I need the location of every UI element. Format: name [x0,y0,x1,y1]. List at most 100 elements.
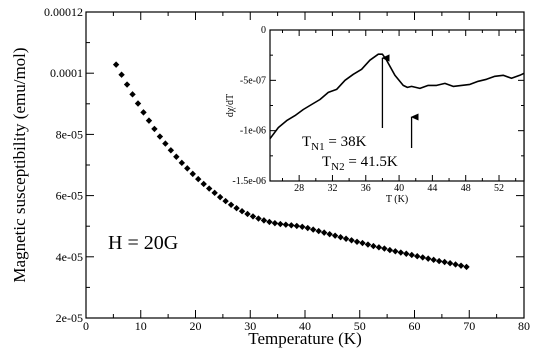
x-tick-label: 0 [83,319,89,333]
inset-y-tick-label: 0 [261,25,266,36]
y-tick-label: 4e-05 [56,250,83,264]
data-point [112,61,120,68]
inset-x-tick-label: 52 [494,183,504,194]
data-point [452,261,459,268]
data-point [271,219,279,227]
tn2-label: TN2 = 41.5K [322,154,398,173]
x-axis-title: Temperature (K) [248,329,362,348]
data-point [277,220,284,228]
data-point [397,249,405,256]
data-point [353,238,361,246]
data-point [386,246,394,254]
data-point [134,100,142,107]
y-tick-label: 8e-05 [56,127,83,141]
x-tick-label: 10 [135,319,147,333]
inset-x-tick-label: 48 [461,183,471,194]
data-point [381,245,388,252]
data-point [364,241,372,248]
data-point [430,256,437,264]
y-tick-label: 2e-05 [56,311,83,325]
inset-x-tick-label: 40 [394,183,404,194]
data-point [200,180,207,188]
data-point [162,140,169,147]
data-point [435,257,443,265]
data-point [331,232,339,239]
inset-plot-frame [269,29,525,182]
data-point [370,242,377,250]
data-point [424,255,432,262]
x-tick-label: 50 [354,319,366,333]
inset-x-tick-label: 44 [427,183,437,194]
data-point [145,117,153,124]
data-point [293,222,300,230]
data-point [178,159,186,167]
data-point [441,258,448,266]
inset-x-axis-title: T (K) [386,194,408,205]
inset-x-tick-label: 28 [294,183,304,194]
data-point [348,237,355,244]
data-point [266,218,273,226]
data-point [123,81,131,88]
tn2-label-base: T [322,154,331,170]
inset-x-tick-label: 32 [327,183,337,194]
x-tick-label: 40 [299,319,311,333]
tn1-label-value: = 38K [325,134,367,150]
data-point [244,210,251,218]
inset-y-tick-label: -1e-06 [240,126,266,137]
tn2-label-subscript: N2 [331,161,344,173]
data-point [304,224,311,232]
data-point [233,204,240,212]
main-series [112,61,470,271]
tn2-label-value: = 41.5K [345,154,398,170]
data-point [359,239,366,247]
inset-x-tick-label: 36 [361,183,371,194]
data-point [299,223,306,231]
data-point [375,244,383,251]
data-point [216,193,224,201]
data-point [463,263,470,271]
data-point [167,147,175,154]
data-point [310,226,317,233]
data-point [227,201,235,208]
data-point [255,215,262,222]
y-tick-label: 0.0001 [50,66,83,80]
data-point [414,252,421,260]
data-point [222,197,229,205]
y-tick-label: 6e-05 [56,189,83,203]
inset-y-tick-label: -1.5e-06 [232,176,266,187]
data-point [315,227,322,235]
data-point [195,175,202,183]
tn1-label: TN1 = 38K [302,134,367,153]
data-point [140,109,147,116]
data-point [282,221,290,228]
data-point [446,260,454,267]
field-annotation: H = 20G [108,232,178,254]
data-point [337,234,344,241]
data-point [205,185,213,192]
data-point [419,254,426,261]
x-tick-label: 60 [409,319,421,333]
data-point [211,189,218,197]
data-point [129,91,136,98]
data-point [249,213,257,220]
data-point [151,125,158,133]
data-point [326,230,333,238]
tn1-label-subscript: N1 [311,141,324,153]
x-tick-label: 20 [190,319,202,333]
data-point [457,262,465,269]
data-point [320,229,328,236]
data-point [342,235,350,242]
inset-y-axis-title: dχ/dT [225,94,236,117]
y-axis-title: Magnetic susceptibility (emu/mol) [10,47,29,282]
data-point [260,217,268,224]
data-point [238,208,246,215]
x-tick-label: 70 [463,319,475,333]
data-point [189,170,196,178]
data-point [156,133,164,140]
x-tick-label: 30 [244,319,256,333]
data-point [184,165,191,172]
data-point [408,251,415,259]
data-point [392,248,399,255]
